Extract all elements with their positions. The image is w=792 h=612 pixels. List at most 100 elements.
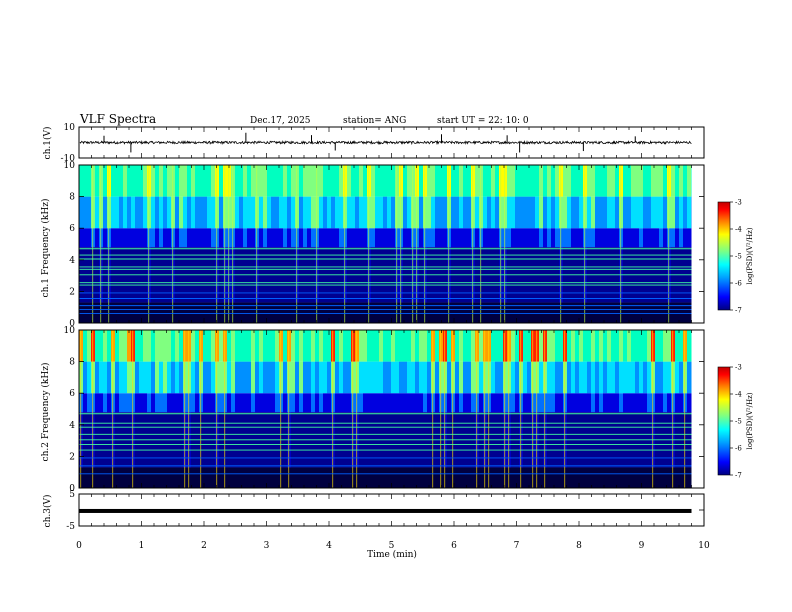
ch2-spectrogram-cell	[115, 393, 119, 413]
ch1-spectrogram-cell	[327, 165, 331, 197]
ch2-spectrogram-cell	[515, 361, 519, 394]
ch2-spectrogram-cell	[335, 330, 339, 362]
ch2-spectrogram-cell	[323, 467, 327, 488]
ch2-spectrogram-cell	[551, 361, 555, 394]
ch2-spectrogram-cell	[155, 330, 159, 362]
ch2-spectrogram-cell	[575, 467, 579, 488]
ch2-spectrogram-cell	[435, 393, 439, 413]
ch2-spectrogram-cell	[359, 393, 363, 413]
ch1-spectrogram-cell	[475, 165, 479, 197]
ch2-spectrogram-cell	[283, 467, 287, 488]
ch1-spectrogram-cell	[163, 302, 167, 323]
ch2-spectrogram-cell	[415, 361, 419, 394]
ch2-spectrogram-cell	[515, 330, 519, 362]
ch2-spectrogram-cell	[491, 393, 495, 413]
ch2-spectrogram-sferic	[544, 330, 546, 488]
ch2-spectrogram-cell	[663, 330, 667, 362]
ch2-spectrogram-cell	[371, 330, 375, 362]
ch1-spectrogram-cell	[491, 165, 495, 197]
ch2-spectrogram-cell	[407, 361, 411, 394]
ch2-spectrogram-cell	[571, 467, 575, 488]
ch1-spectrogram-cell	[335, 302, 339, 323]
ch2-spectrogram-cell	[675, 393, 679, 413]
ch2-spectrogram-cell	[303, 361, 307, 394]
ch2-spectrogram-cell	[415, 393, 419, 413]
ch2-spectrogram-cell	[679, 330, 683, 362]
ch1-spectrogram-cell	[279, 302, 283, 323]
ch1-spectrogram-cell	[643, 302, 647, 323]
ch2-spectrogram-cell	[459, 361, 463, 394]
ch2-spectrogram-cell	[623, 393, 627, 413]
ch1-spectrogram-sferic	[216, 165, 218, 323]
ch1-spectrogram-sferic	[396, 165, 398, 323]
ch2-spectrogram-cell	[491, 330, 495, 362]
ch2-spectrogram-cell	[103, 467, 107, 488]
ch1-spectrogram-cell	[239, 165, 243, 197]
ch1-spectrogram-cell	[355, 302, 359, 323]
ch2-spectrogram-cell	[523, 361, 527, 394]
ch1-spectrogram-cell	[247, 228, 251, 248]
ch2-spectrogram-cell	[207, 467, 211, 488]
ch2-spectrogram-cell	[247, 467, 251, 488]
ch1-spectrogram-cell	[155, 196, 159, 229]
ch1-spectrogram-cell	[283, 302, 287, 323]
ch2-spectrogram-cell	[307, 361, 311, 394]
ch1-spectrogram-cell	[167, 196, 171, 229]
ch2-spectrogram-cell	[159, 393, 163, 413]
ch1-spectrogram-cell	[491, 302, 495, 323]
ch2-spectrogram-cell	[195, 467, 199, 488]
ch1-spectrogram-cell	[95, 165, 99, 197]
ch2-spectrogram-cell	[235, 467, 239, 488]
ch2-spectrogram-cell	[655, 361, 659, 394]
ch1-spectrogram-cell	[283, 196, 287, 229]
ch2-spectrogram-cell	[211, 361, 215, 394]
ch2-spectrogram-cell	[299, 393, 303, 413]
ch2-spectrogram-cell	[447, 467, 451, 488]
ch2-spectrogram-cell	[323, 361, 327, 394]
ch2-spectrogram-cell	[611, 467, 615, 488]
ch1-spectrogram-cell	[443, 302, 447, 323]
ch1-spectrogram-cell	[211, 196, 215, 229]
ch2-spectrogram-cell	[575, 393, 579, 413]
ch1-spectrogram-cell	[355, 196, 359, 229]
ch2-spectrogram-cell	[415, 330, 419, 362]
ch1-spectrogram-cell	[371, 196, 375, 229]
ch1-spectrogram-cell	[403, 196, 407, 229]
ch1-spectrogram-cell	[507, 228, 511, 248]
ch1-spectrogram-cell	[575, 165, 579, 197]
ch1-spectrogram-cell	[579, 302, 583, 323]
ch2-spectrogram-cell	[163, 467, 167, 488]
ch1-spectrogram-cell	[311, 228, 315, 248]
ch1-spectrogram-cell	[307, 228, 311, 248]
ch2-spectrogram-cell	[463, 393, 467, 413]
ch2-spectrogram-cell	[339, 361, 343, 394]
ch1-spectrogram-cell	[195, 302, 199, 323]
ch1-spectrogram-cell	[103, 165, 107, 197]
ch2-spectrogram-cell	[467, 467, 471, 488]
ch2-spectrogram-cell	[623, 361, 627, 394]
colorbar-tick-label: -3	[735, 364, 742, 372]
ch1-spectrogram-cell	[627, 165, 631, 197]
ch1-spectrogram-cell	[547, 302, 551, 323]
ch2-spectrogram-cell	[227, 467, 231, 488]
ch1-spectrogram-cell	[319, 165, 323, 197]
ch1-spectrogram-cell	[671, 165, 675, 197]
ch2-spectrogram-sferic	[520, 330, 522, 488]
ch1-spectrogram-cell	[627, 196, 631, 229]
ch2-spectrogram-cell	[255, 393, 259, 413]
ch1-spectrogram-cell	[475, 196, 479, 229]
ch2-spectrogram-cell	[327, 330, 331, 362]
ch1-spectrogram-sferic	[472, 165, 474, 323]
ch2-spectrogram-cell	[579, 361, 583, 394]
ch2-spectrogram-cell	[567, 361, 571, 394]
ch2-spectrogram-cell	[419, 467, 423, 488]
ch2-spectrogram-cell	[83, 330, 87, 362]
ch1-spectrogram-cell	[323, 228, 327, 248]
ch2-spectrogram-cell	[179, 467, 183, 488]
ch1-spectrogram-cell	[567, 228, 571, 248]
ch1-spectrogram-cell	[87, 302, 91, 323]
ch1-spectrogram-cell	[651, 302, 655, 323]
ch2-spectrogram-cell	[595, 361, 599, 394]
time-tick-label: 8	[576, 541, 582, 551]
ch2-spectrogram-cell	[619, 393, 623, 413]
